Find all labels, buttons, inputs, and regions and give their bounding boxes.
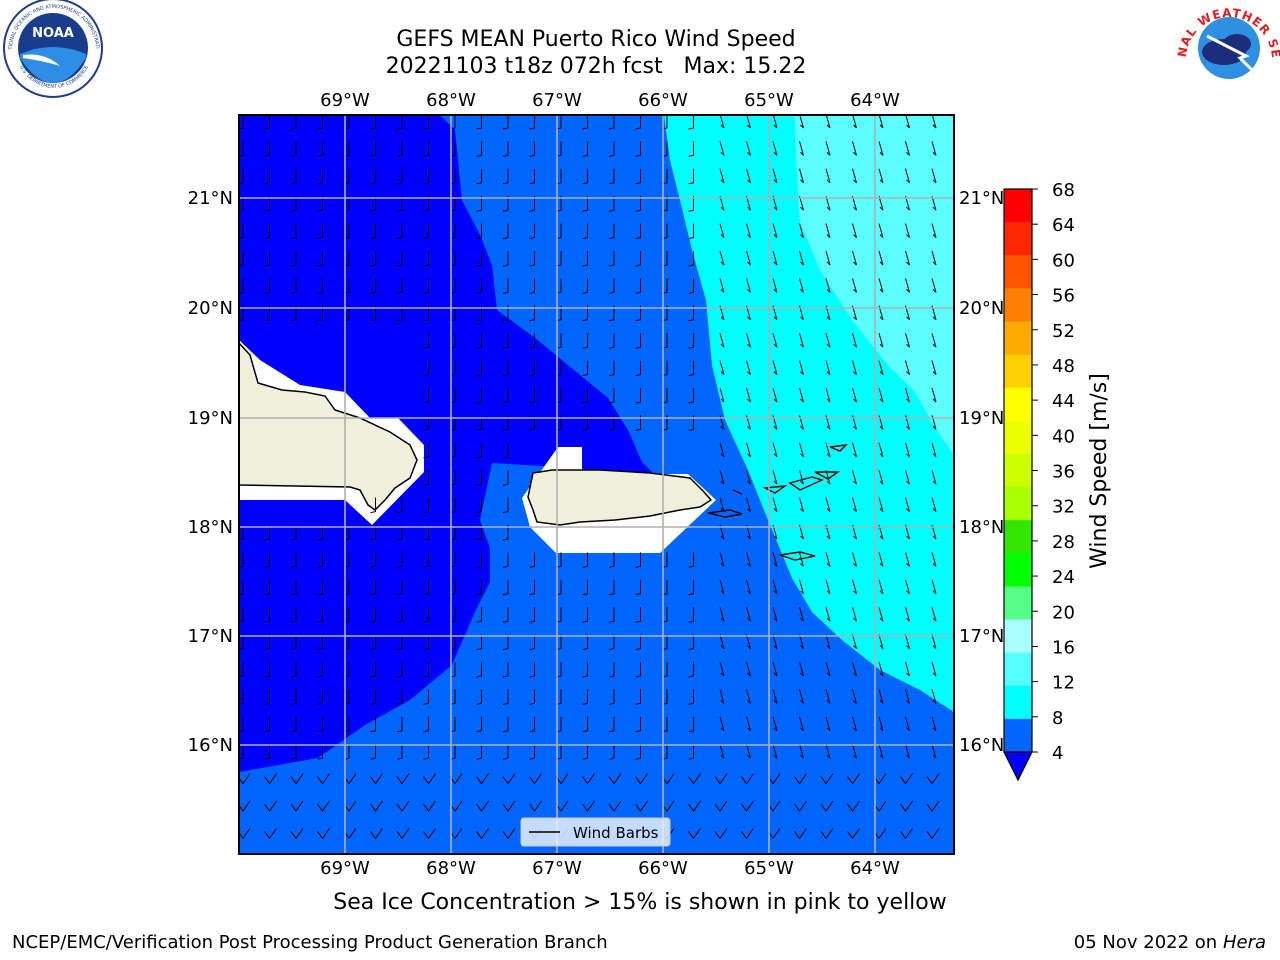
colorbar-segment bbox=[1004, 354, 1032, 389]
colorbar-segment bbox=[1004, 520, 1032, 554]
colorbar-tick-label: 24 bbox=[1052, 567, 1075, 588]
colorbar-segment bbox=[1004, 553, 1032, 587]
svg-text:NATIONAL WEATHER SERVICE: NATIONAL WEATHER SERVICE bbox=[0, 0, 1280, 59]
colorbar-tick-label: 44 bbox=[1052, 391, 1075, 412]
land-vieques bbox=[707, 509, 743, 518]
colorbar-segment bbox=[1004, 487, 1032, 521]
colorbar-segment bbox=[1004, 387, 1032, 422]
wind-barb-glyphs bbox=[239, 115, 940, 840]
nws-logo: NATIONAL WEATHER SERVICE bbox=[0, 0, 1280, 95]
colorbar-segment bbox=[1004, 420, 1032, 455]
colorbar-segment bbox=[1004, 222, 1032, 256]
legend-wind-barbs: Wind Barbs bbox=[573, 824, 659, 842]
colorbar-tick-label: 68 bbox=[1052, 180, 1075, 201]
colorbar-tick-label: 4 bbox=[1052, 743, 1063, 764]
colorbar-tick-label: 36 bbox=[1052, 462, 1075, 483]
colorbar-segment bbox=[1004, 685, 1032, 720]
lon-label-bottom: 65°W bbox=[744, 858, 794, 879]
colorbar-tick-label: 60 bbox=[1052, 250, 1075, 271]
colorbar-segment bbox=[1004, 189, 1032, 223]
lon-label-bottom: 64°W bbox=[850, 858, 900, 879]
sea-ice-caption: Sea Ice Concentration > 15% is shown in … bbox=[333, 890, 947, 915]
colorbar-tick-label: 12 bbox=[1052, 673, 1075, 694]
colorbar-segment bbox=[1004, 288, 1032, 322]
footer-branch: NCEP/EMC/Verification Post Processing Pr… bbox=[12, 932, 608, 953]
colorbar-segments bbox=[1004, 189, 1032, 753]
colorbar-tick-label: 40 bbox=[1052, 426, 1075, 447]
lon-label-bottom: 68°W bbox=[426, 858, 476, 879]
forecast-subtitle: 20221103 t18z 072h fcst Max: 15.22 bbox=[385, 54, 807, 79]
lat-label-right: 17°N bbox=[959, 626, 1004, 647]
footer-date-text: 05 Nov 2022 on bbox=[1073, 932, 1218, 953]
lon-label-top: 65°W bbox=[744, 90, 794, 111]
land-puerto-rico bbox=[527, 469, 713, 526]
colorbar: 68 64 60 56 52 48 44 40 36 32 28 24 20 16 12 8 4 Wind Sp… bbox=[1003, 180, 1112, 782]
lon-label-top: 66°W bbox=[638, 90, 688, 111]
lon-label-bottom: 69°W bbox=[320, 858, 370, 879]
colorbar-ticks: 68 64 60 56 52 48 44 40 36 32 28 24 20 16 12 8 4 bbox=[1032, 180, 1075, 764]
speed-band-below-4 bbox=[239, 115, 652, 772]
land-virgin-islands bbox=[732, 444, 848, 561]
lat-label-right: 20°N bbox=[959, 298, 1004, 319]
lat-label-right: 16°N bbox=[959, 735, 1004, 756]
lat-label-right: 19°N bbox=[959, 408, 1004, 429]
colorbar-under-arrow bbox=[1003, 751, 1033, 782]
colorbar-tick-label: 32 bbox=[1052, 497, 1075, 518]
lat-label-left: 20°N bbox=[188, 298, 233, 319]
map-title: GEFS MEAN Puerto Rico Wind Speed bbox=[396, 27, 796, 52]
footer-machine: Hera bbox=[1222, 932, 1266, 953]
lat-label-left: 19°N bbox=[188, 408, 233, 429]
lon-label-top: 64°W bbox=[850, 90, 900, 111]
lon-label-top: 68°W bbox=[426, 90, 476, 111]
colorbar-tick-label: 20 bbox=[1052, 602, 1075, 623]
colorbar-label: Wind Speed [m/s] bbox=[1087, 373, 1112, 569]
lat-lon-grid bbox=[239, 115, 954, 854]
noaa-logo: NOAA NATIONAL OCEANIC AND ATMOSPHERIC AD… bbox=[0, 0, 103, 98]
lat-label-right: 21°N bbox=[959, 188, 1004, 209]
colorbar-segment bbox=[1004, 619, 1032, 654]
colorbar-tick-label: 16 bbox=[1052, 637, 1075, 658]
lon-label-top: 67°W bbox=[532, 90, 582, 111]
lat-label-left: 18°N bbox=[188, 517, 233, 538]
footer-date: 05 Nov 2022 on Hera bbox=[1074, 932, 1266, 953]
colorbar-tick-label: 28 bbox=[1052, 532, 1075, 553]
colorbar-tick-label: 64 bbox=[1052, 215, 1075, 236]
map-legend: Wind Barbs bbox=[520, 817, 671, 847]
lat-label-left: 21°N bbox=[188, 188, 233, 209]
colorbar-segment bbox=[1004, 718, 1032, 753]
colorbar-tick-label: 56 bbox=[1052, 286, 1075, 307]
lon-label-bottom: 67°W bbox=[532, 858, 582, 879]
colorbar-segment bbox=[1004, 255, 1032, 289]
nws-ring-text: NATIONAL WEATHER SERVICE bbox=[0, 0, 1280, 59]
colorbar-tick-label: 8 bbox=[1052, 708, 1063, 729]
lat-label-left: 17°N bbox=[188, 626, 233, 647]
wind-barbs-layer bbox=[239, 115, 940, 840]
lat-label-left: 16°N bbox=[188, 735, 233, 756]
colorbar-tick-label: 48 bbox=[1052, 356, 1075, 377]
lon-label-bottom: 66°W bbox=[638, 858, 688, 879]
lon-label-top: 69°W bbox=[320, 90, 370, 111]
colorbar-segment bbox=[1004, 453, 1032, 488]
colorbar-segment bbox=[1004, 586, 1032, 621]
lat-label-right: 18°N bbox=[959, 517, 1004, 538]
land-hispaniola bbox=[239, 341, 418, 511]
colorbar-segment bbox=[1004, 652, 1032, 687]
colorbar-segment bbox=[1004, 321, 1032, 356]
map-frame bbox=[238, 114, 955, 855]
colorbar-tick-label: 52 bbox=[1052, 321, 1075, 342]
noaa-logo-text: NOAA bbox=[32, 26, 74, 41]
